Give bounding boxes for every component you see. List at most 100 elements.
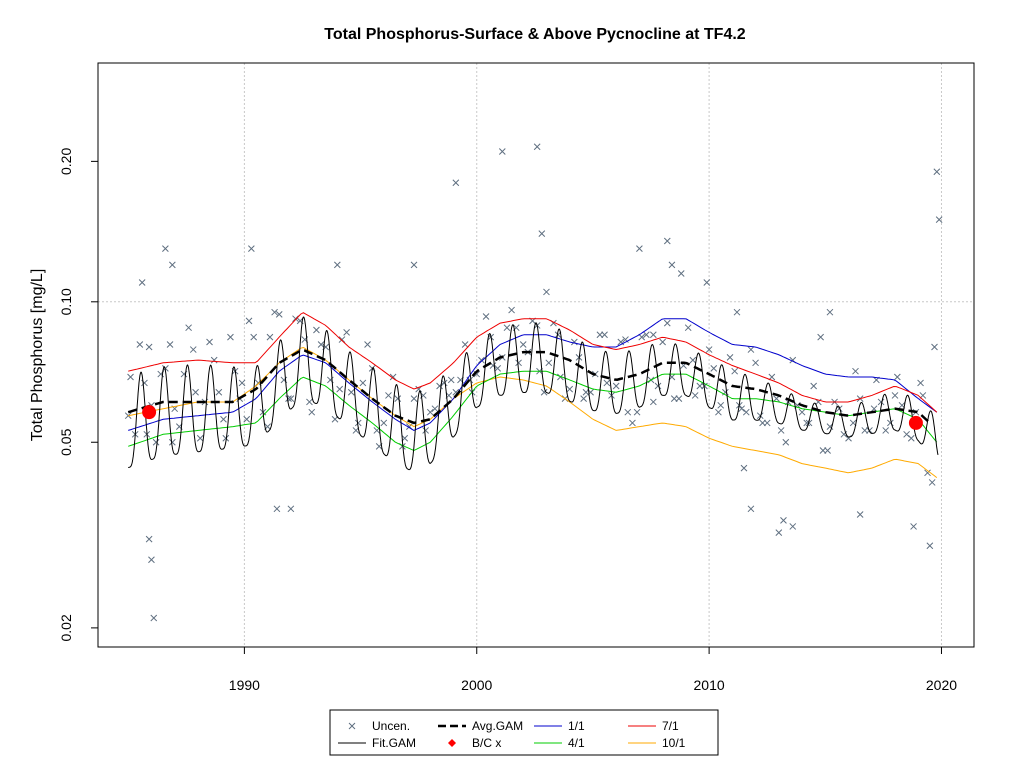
x-tick-label: 2010 <box>694 677 725 693</box>
observation-point <box>343 329 350 336</box>
observation-point <box>852 367 859 375</box>
observation-point <box>503 324 511 332</box>
observation-point <box>285 395 292 403</box>
x-tick-label: 1990 <box>229 677 260 693</box>
observation-point <box>756 412 764 420</box>
observation-point <box>780 517 787 524</box>
observation-point <box>893 373 901 381</box>
observation-point <box>924 469 931 477</box>
y-axis: 0.02 0.05 0.10 0.20 <box>58 148 98 642</box>
x-tick-label: 2000 <box>461 677 492 693</box>
observation-point <box>273 505 281 513</box>
observation-point <box>601 331 608 339</box>
legend-swatch-bc <box>448 739 456 747</box>
observation-point <box>336 385 344 393</box>
legend-label: B/C x <box>472 736 501 750</box>
observation-point <box>169 438 176 446</box>
observation-point <box>886 419 894 427</box>
observation-point <box>447 376 455 384</box>
curve-7-1 <box>128 312 938 413</box>
observation-point <box>691 392 699 399</box>
observation-point <box>933 168 941 176</box>
observation-point <box>426 408 434 416</box>
observation-point <box>752 359 759 367</box>
observation-point <box>935 216 943 224</box>
observation-point <box>580 395 587 403</box>
legend-label: 4/1 <box>568 736 585 750</box>
x-tick-label: 2020 <box>926 677 957 693</box>
observation-point <box>557 373 564 381</box>
observation-point <box>347 388 355 396</box>
observation-point <box>768 373 776 381</box>
observation-point <box>385 392 392 399</box>
observation-point <box>612 382 620 390</box>
observation-point <box>817 333 824 341</box>
observation-point <box>731 367 739 375</box>
observation-point <box>777 427 785 434</box>
legend-swatch-uncen <box>348 722 356 730</box>
observation-point <box>928 479 936 486</box>
observation-point <box>287 395 295 403</box>
observation-point <box>292 315 299 323</box>
observation-point <box>410 395 418 403</box>
observation-point <box>726 354 734 361</box>
observation-point <box>494 365 502 372</box>
observation-point <box>333 261 341 269</box>
observation-point <box>738 405 745 413</box>
observation-point <box>266 333 274 341</box>
y-tick-label: 0.20 <box>58 148 74 175</box>
observation-point <box>882 427 890 434</box>
observation-point <box>810 382 818 390</box>
observation-point <box>659 338 666 346</box>
observation-point <box>910 523 917 530</box>
legend: Uncen. Avg.GAM 1/1 7/1 Fit.GAM B/C x 4/1 10/1 <box>329 709 719 756</box>
observation-point <box>649 331 657 339</box>
observation-point <box>145 535 153 543</box>
observation-point <box>710 365 718 372</box>
observation-point <box>540 388 548 396</box>
curve-10-1 <box>128 346 938 478</box>
observation-point <box>566 385 574 393</box>
observation-point <box>306 398 313 406</box>
observation-point <box>364 341 371 348</box>
observation-point <box>663 319 671 327</box>
observation-point <box>150 614 158 622</box>
legend-box <box>329 709 719 756</box>
observation-point <box>545 359 553 367</box>
observation-point <box>515 359 522 367</box>
observation-point <box>684 324 692 332</box>
observation-point <box>145 343 153 351</box>
y-tick-label: 0.05 <box>58 428 74 455</box>
observation-point <box>643 331 650 339</box>
observation-point <box>508 306 515 314</box>
observation-point <box>245 317 253 325</box>
observation-point <box>478 356 485 364</box>
observation-point <box>152 438 160 446</box>
observation-point <box>148 556 155 564</box>
observation-point <box>870 405 878 413</box>
legend-label: 7/1 <box>662 719 679 733</box>
observation-point <box>410 261 418 269</box>
observation-point <box>250 333 258 341</box>
bc-point <box>142 405 157 420</box>
observation-point <box>210 356 218 364</box>
observation-point <box>907 434 915 442</box>
legend-label: Fit.GAM <box>372 736 416 750</box>
observation-point <box>431 405 439 413</box>
grid <box>98 63 974 647</box>
observation-point <box>127 373 134 381</box>
observation-point <box>238 379 246 387</box>
observation-point <box>162 245 169 253</box>
avg-gam-line <box>127 348 931 425</box>
observation-point <box>747 505 755 513</box>
observation-point <box>222 434 230 442</box>
observation-point <box>789 523 797 530</box>
observation-point <box>354 419 362 427</box>
observation-point <box>649 398 657 406</box>
observation-point <box>717 401 725 409</box>
observation-point <box>845 434 852 442</box>
observation-point <box>169 261 176 269</box>
observation-point <box>287 505 295 513</box>
observation-point <box>742 408 750 416</box>
plot-frame <box>97 62 975 648</box>
